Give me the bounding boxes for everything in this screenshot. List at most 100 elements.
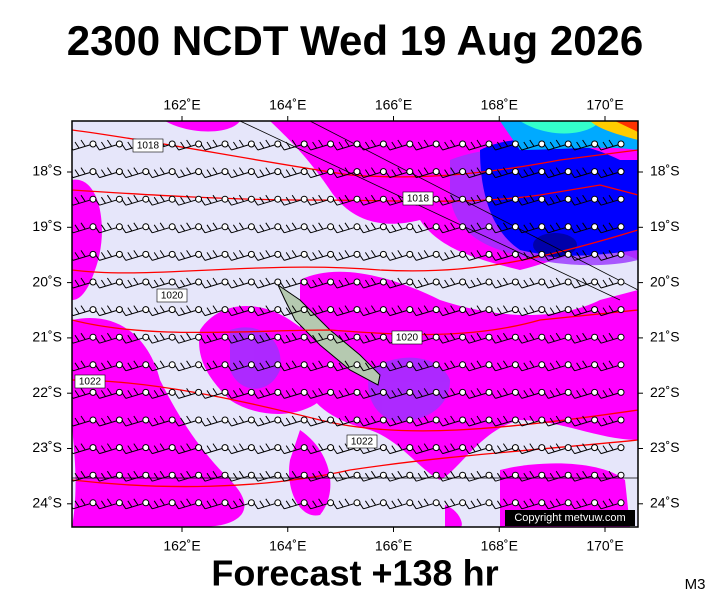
barb-station bbox=[89, 416, 97, 424]
barb bbox=[517, 167, 542, 179]
barb bbox=[490, 305, 516, 317]
barb bbox=[226, 194, 252, 206]
barb-station bbox=[327, 195, 335, 203]
lat-label: 24˚S bbox=[650, 495, 680, 511]
barb-station bbox=[617, 333, 625, 341]
barb bbox=[121, 498, 146, 510]
barb-station bbox=[168, 444, 176, 452]
barb bbox=[411, 415, 437, 427]
barb bbox=[411, 498, 437, 510]
barb-station bbox=[406, 250, 414, 258]
barb-station bbox=[168, 223, 176, 231]
barb-station bbox=[538, 140, 546, 148]
barb bbox=[358, 277, 384, 289]
lon-label: 164˚E bbox=[269, 538, 306, 554]
barb-station bbox=[327, 223, 335, 231]
barb-station bbox=[195, 416, 203, 424]
barb-station bbox=[327, 361, 335, 369]
barb-station bbox=[591, 168, 599, 176]
barb bbox=[332, 332, 358, 344]
isobar-label: 1018 bbox=[137, 141, 160, 152]
barb-station bbox=[432, 195, 440, 203]
barb-station bbox=[591, 471, 599, 479]
barb bbox=[174, 277, 199, 289]
barb bbox=[570, 250, 595, 261]
barb-station bbox=[432, 250, 440, 258]
barb bbox=[253, 415, 278, 427]
barb bbox=[332, 470, 358, 482]
barb bbox=[411, 139, 437, 151]
barb-station bbox=[379, 416, 387, 424]
barb-station bbox=[511, 444, 519, 452]
barb bbox=[464, 360, 490, 372]
barb bbox=[570, 443, 595, 455]
barb bbox=[517, 470, 542, 482]
barb bbox=[94, 167, 120, 179]
barb bbox=[358, 498, 384, 510]
barb bbox=[226, 277, 252, 289]
barb bbox=[438, 498, 463, 510]
barb-station bbox=[353, 195, 361, 203]
barb-station bbox=[459, 499, 467, 507]
barb-station bbox=[300, 223, 308, 231]
barb bbox=[411, 277, 437, 289]
barb bbox=[517, 443, 542, 455]
barb bbox=[332, 415, 358, 427]
barb bbox=[121, 332, 146, 344]
barb bbox=[490, 470, 516, 482]
barb-station bbox=[485, 416, 493, 424]
barb-station bbox=[564, 168, 572, 176]
barb-station bbox=[406, 278, 414, 286]
barb-station bbox=[142, 195, 150, 203]
barb bbox=[253, 167, 278, 179]
barb bbox=[94, 470, 120, 482]
barb bbox=[358, 470, 384, 482]
barb bbox=[72, 167, 94, 179]
barb-station bbox=[300, 499, 308, 507]
barb bbox=[253, 222, 278, 234]
barb bbox=[570, 498, 595, 510]
barb bbox=[279, 498, 305, 510]
barb-station bbox=[115, 195, 123, 203]
barb bbox=[464, 222, 490, 234]
barb bbox=[596, 250, 622, 261]
barb-station bbox=[221, 333, 229, 341]
barb bbox=[279, 194, 305, 206]
barb-station bbox=[564, 361, 572, 369]
barb-station bbox=[406, 361, 414, 369]
barb bbox=[570, 415, 595, 427]
barb-station bbox=[591, 140, 599, 148]
barb bbox=[385, 498, 410, 510]
barb-station bbox=[115, 250, 123, 258]
barb bbox=[174, 470, 199, 482]
barb-station bbox=[274, 223, 282, 231]
title: 2300 NCDT Wed 19 Aug 2026 bbox=[67, 17, 644, 64]
barb-station bbox=[459, 140, 467, 148]
barb bbox=[332, 167, 358, 179]
barb bbox=[306, 139, 331, 151]
barb bbox=[253, 388, 278, 399]
barb bbox=[411, 167, 437, 179]
barb-station bbox=[432, 333, 440, 341]
barb bbox=[596, 332, 622, 344]
barb-station bbox=[89, 388, 97, 396]
barb-station bbox=[432, 306, 440, 314]
barb bbox=[226, 443, 252, 455]
barb bbox=[279, 139, 305, 151]
barb bbox=[543, 470, 569, 482]
barb bbox=[411, 305, 437, 317]
barb-station bbox=[485, 168, 493, 176]
barb bbox=[253, 250, 278, 261]
barb-station bbox=[89, 471, 97, 479]
barb bbox=[332, 222, 358, 234]
barb bbox=[94, 360, 120, 372]
barb bbox=[490, 194, 516, 206]
isobar-label-box bbox=[391, 330, 423, 345]
forecast: Forecast +138 hr bbox=[211, 553, 498, 594]
barb bbox=[570, 139, 595, 151]
barb-station bbox=[379, 223, 387, 231]
barb bbox=[543, 167, 569, 179]
barb-station bbox=[459, 471, 467, 479]
barb-station bbox=[617, 388, 625, 396]
barb bbox=[543, 277, 569, 289]
